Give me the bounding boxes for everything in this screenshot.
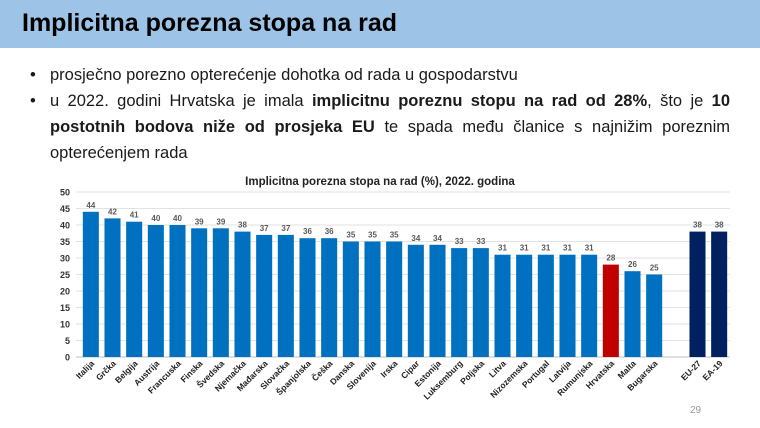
y-tick-label: 50: [60, 188, 70, 198]
data-label: 31: [585, 244, 594, 253]
data-label: 40: [151, 214, 160, 223]
bullet-bold-rate: implicitnu poreznu stopu na rad od 28%: [311, 92, 648, 110]
data-label: 31: [520, 244, 529, 253]
title-bar: Implicitna porezna stopa na rad: [0, 0, 760, 48]
bar: [689, 231, 706, 357]
data-label: 38: [715, 221, 724, 230]
y-tick-label: 45: [60, 204, 70, 214]
y-tick-label: 5: [65, 336, 70, 346]
data-label: 34: [411, 234, 420, 243]
x-tick-label: EA-19: [700, 358, 724, 382]
bar: [342, 241, 359, 357]
data-label: 39: [216, 217, 225, 226]
bullet-list: • prosječno porezno opterećenje dohotka …: [30, 62, 730, 166]
slide-number: 29: [690, 405, 702, 416]
bar: [516, 254, 533, 357]
bar: [234, 231, 251, 357]
bar: [472, 248, 489, 357]
y-tick-label: 30: [60, 254, 70, 264]
data-label: 36: [325, 227, 334, 236]
x-tick-label: EU-27: [679, 358, 703, 382]
bar: [147, 225, 164, 357]
bar: [494, 254, 511, 357]
y-tick-label: 25: [60, 270, 70, 280]
data-label: 31: [563, 244, 572, 253]
bar: [429, 244, 446, 357]
data-label: 31: [541, 244, 550, 253]
bar: [256, 234, 273, 357]
data-label: 39: [195, 217, 204, 226]
data-label: 41: [130, 211, 139, 220]
bullet-text: prosječno porezno opterećenje dohotka od…: [50, 66, 518, 84]
data-label: 42: [108, 207, 117, 216]
bar: [191, 228, 208, 357]
page-title: Implicitna porezna stopa na rad: [22, 9, 398, 37]
bar: [711, 231, 728, 357]
bar: [646, 274, 663, 357]
bar: [451, 248, 468, 357]
chart-title: Implicitna porezna stopa na rad (%), 202…: [245, 176, 515, 188]
bullet-item-1: • prosječno porezno opterećenje dohotka …: [30, 62, 730, 88]
data-label: 35: [368, 231, 377, 240]
data-label: 38: [238, 221, 247, 230]
data-label: 36: [303, 227, 312, 236]
bullet-text-part: u 2022. godini Hrvatska je imala: [50, 92, 312, 110]
x-tick-label: Italija: [74, 358, 97, 381]
bar: [82, 211, 99, 357]
y-tick-label: 15: [60, 303, 70, 313]
bar: [602, 264, 619, 357]
x-tick-label: Irska: [378, 358, 399, 379]
bar: [386, 241, 403, 357]
bar: [407, 244, 424, 357]
data-label: 44: [86, 201, 95, 210]
data-label: 25: [650, 264, 659, 273]
data-label: 40: [173, 214, 182, 223]
data-label: 33: [476, 237, 485, 246]
data-label: 26: [628, 260, 637, 269]
data-label: 35: [390, 231, 399, 240]
bar: [299, 238, 316, 357]
bar: [624, 271, 641, 357]
data-label: 38: [693, 221, 702, 230]
bar: [277, 234, 294, 357]
y-tick-label: 35: [60, 237, 70, 247]
bullet-text-part: te spada među članice s najnižim porezni…: [50, 118, 730, 162]
data-label: 37: [260, 224, 269, 233]
bar: [537, 254, 554, 357]
data-label: 35: [346, 231, 355, 240]
bar: [581, 254, 598, 357]
data-label: 28: [606, 254, 615, 263]
data-label: 37: [281, 224, 290, 233]
bullet-text-part: , što je: [647, 92, 712, 110]
bullet-bold-difference: 10 postotnih bodova niže od prosjeka EU: [50, 92, 730, 136]
bar: [364, 241, 381, 357]
x-tick-label: Poljska: [458, 358, 486, 386]
y-tick-label: 0: [65, 353, 70, 363]
y-tick-label: 10: [60, 320, 70, 330]
y-tick-label: 20: [60, 287, 70, 297]
bar: [321, 238, 338, 357]
bar: [212, 228, 229, 357]
bullet-dot: •: [30, 92, 36, 110]
bullet-dot: •: [30, 66, 36, 84]
bar: [169, 225, 186, 357]
bar: [104, 218, 121, 357]
y-tick-label: 40: [60, 221, 70, 231]
data-label: 34: [433, 234, 442, 243]
bar: [559, 254, 576, 357]
bullet-item-2: • u 2022. godini Hrvatska je imala impli…: [30, 88, 730, 166]
data-label: 31: [498, 244, 507, 253]
bar: [126, 221, 143, 357]
data-label: 33: [455, 237, 464, 246]
